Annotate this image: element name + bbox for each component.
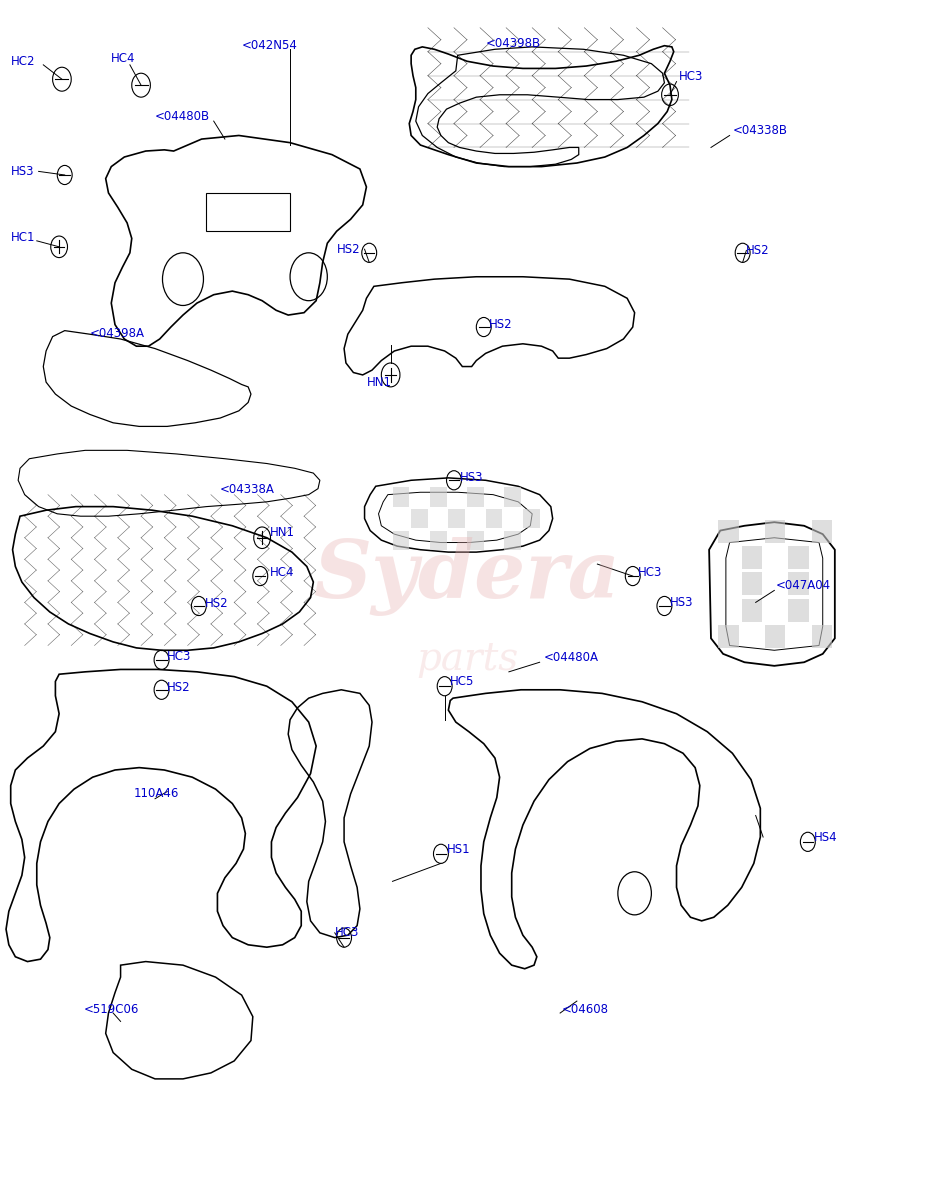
- Text: parts: parts: [416, 641, 518, 678]
- Bar: [430, 487, 446, 506]
- Text: HS4: HS4: [814, 830, 837, 844]
- Bar: [765, 520, 785, 542]
- Text: HS2: HS2: [746, 244, 770, 257]
- Bar: [504, 487, 521, 506]
- Text: <04480B: <04480B: [155, 110, 210, 122]
- Text: HC3: HC3: [167, 649, 191, 662]
- Text: HC1: HC1: [10, 230, 35, 244]
- Text: HC3: HC3: [637, 566, 662, 578]
- Text: <042N54: <042N54: [242, 40, 298, 52]
- Bar: [523, 509, 540, 528]
- Bar: [392, 530, 409, 550]
- Text: HS3: HS3: [460, 472, 483, 485]
- Text: <04480A: <04480A: [544, 650, 599, 664]
- Bar: [788, 546, 809, 569]
- Bar: [486, 509, 502, 528]
- Text: HC4: HC4: [270, 566, 294, 578]
- Text: HS1: HS1: [446, 842, 470, 856]
- Bar: [742, 546, 762, 569]
- Bar: [742, 572, 762, 595]
- Bar: [411, 509, 428, 528]
- Text: HC3: HC3: [679, 71, 703, 83]
- Bar: [765, 625, 785, 648]
- Text: HC5: HC5: [450, 674, 474, 688]
- Bar: [742, 599, 762, 622]
- Text: 110A46: 110A46: [134, 787, 179, 800]
- Bar: [467, 487, 484, 506]
- Text: <519C06: <519C06: [83, 1003, 139, 1016]
- Text: <04398A: <04398A: [90, 326, 145, 340]
- Bar: [392, 487, 409, 506]
- Text: HS2: HS2: [205, 598, 228, 610]
- Bar: [504, 530, 521, 550]
- Text: <04338A: <04338A: [220, 484, 276, 497]
- Text: HC4: HC4: [111, 53, 135, 65]
- Bar: [448, 509, 465, 528]
- Text: HS3: HS3: [10, 164, 35, 178]
- Text: <04608: <04608: [562, 1003, 609, 1016]
- Text: HC2: HC2: [10, 55, 35, 67]
- Bar: [718, 625, 739, 648]
- Bar: [718, 520, 739, 542]
- Bar: [788, 572, 809, 595]
- Text: HS2: HS2: [167, 680, 191, 694]
- Text: HS2: HS2: [488, 318, 512, 331]
- Text: HC3: HC3: [334, 926, 360, 940]
- Text: Sydera: Sydera: [314, 536, 620, 616]
- Text: <047A04: <047A04: [776, 580, 831, 592]
- Bar: [467, 530, 484, 550]
- Text: <04338B: <04338B: [732, 124, 787, 137]
- Bar: [812, 520, 832, 542]
- Text: <04398B: <04398B: [486, 37, 541, 49]
- Bar: [812, 625, 832, 648]
- Text: HS2: HS2: [336, 242, 361, 256]
- Bar: [788, 599, 809, 622]
- Text: HN1: HN1: [366, 376, 391, 389]
- Text: HS3: HS3: [670, 596, 694, 608]
- Bar: [430, 530, 446, 550]
- Text: HN1: HN1: [270, 527, 294, 540]
